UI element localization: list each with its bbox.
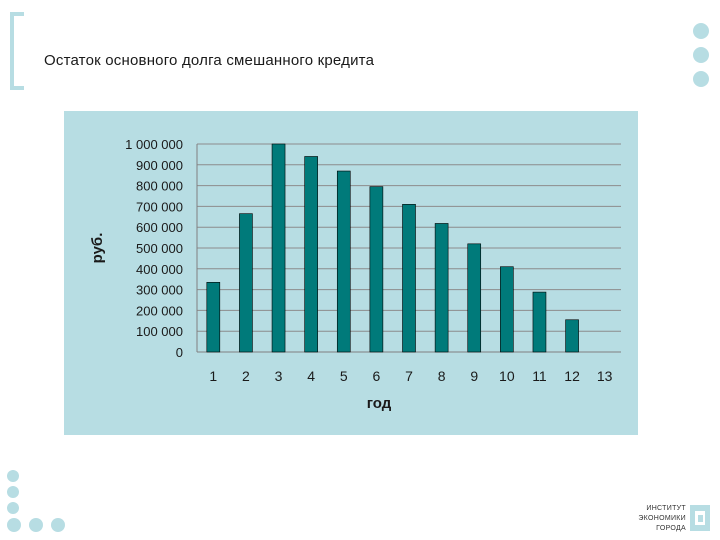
x-tick-label: 3	[275, 368, 283, 384]
decorative-dot	[29, 518, 43, 532]
x-tick-label: 7	[405, 368, 413, 384]
decorative-dot	[7, 502, 19, 514]
y-tick-label: 800 000	[136, 179, 183, 194]
institute-logo: ИНСТИТУТ ЭКОНОМИКИ ГОРОДА	[618, 500, 718, 536]
decorative-dot	[7, 518, 21, 532]
logo-line: ГОРОДА	[656, 525, 686, 532]
decorative-dot	[693, 71, 709, 87]
x-tick-label: 13	[597, 368, 613, 384]
decorative-dot	[7, 470, 19, 482]
bar	[369, 186, 384, 353]
bar	[467, 243, 482, 353]
x-axis-label: год	[367, 395, 392, 412]
bar	[532, 291, 547, 353]
y-tick-label: 600 000	[136, 220, 183, 235]
y-tick-label: 200 000	[136, 303, 183, 318]
y-tick-label: 700 000	[136, 199, 183, 214]
x-tick-label: 12	[564, 368, 580, 384]
x-tick-label: 11	[532, 368, 547, 384]
bar-chart: 0 100 000 200 000 300 000 400 000 500 000 600 …	[89, 137, 621, 412]
decorative-bracket	[10, 12, 24, 90]
bar	[271, 143, 286, 353]
decorative-dot	[7, 486, 19, 498]
x-tick-label: 1	[209, 368, 217, 384]
y-axis-label: руб.	[89, 233, 106, 264]
x-tick-label: 9	[470, 368, 478, 384]
logo-line: ЭКОНОМИКИ	[638, 515, 686, 522]
x-tick-label: 2	[242, 368, 250, 384]
x-tick-label: 8	[438, 368, 446, 384]
y-tick-label: 0	[176, 345, 183, 360]
x-tick-label: 10	[499, 368, 515, 384]
logo-text: ИНСТИТУТ ЭКОНОМИКИ ГОРОДА	[638, 504, 686, 534]
bar	[336, 170, 351, 353]
y-tick-label: 1 000 000	[125, 137, 183, 152]
y-tick-label: 100 000	[136, 324, 183, 339]
x-tick-label: 5	[340, 368, 348, 384]
slide-title: Остаток основного долга смешанного креди…	[44, 52, 375, 69]
bar	[500, 266, 514, 353]
x-tick-label: 4	[307, 368, 315, 384]
decorative-dot	[693, 23, 709, 39]
y-tick-label: 400 000	[136, 262, 183, 277]
logo-line: ИНСТИТУТ	[646, 505, 686, 512]
bar	[434, 223, 449, 353]
x-tick-label: 6	[372, 368, 380, 384]
bar	[402, 204, 416, 353]
decorative-dot	[51, 518, 65, 532]
logo-mark-icon	[690, 505, 710, 531]
y-tick-label: 500 000	[136, 241, 183, 256]
y-tick-label: 300 000	[136, 283, 183, 298]
bar	[206, 282, 221, 353]
bar	[565, 319, 579, 353]
bar	[304, 156, 318, 353]
decorative-dot	[693, 47, 709, 63]
bar	[239, 213, 253, 353]
y-tick-label: 900 000	[136, 158, 183, 173]
chart-panel: 0 100 000 200 000 300 000 400 000 500 000 600 …	[64, 111, 638, 435]
